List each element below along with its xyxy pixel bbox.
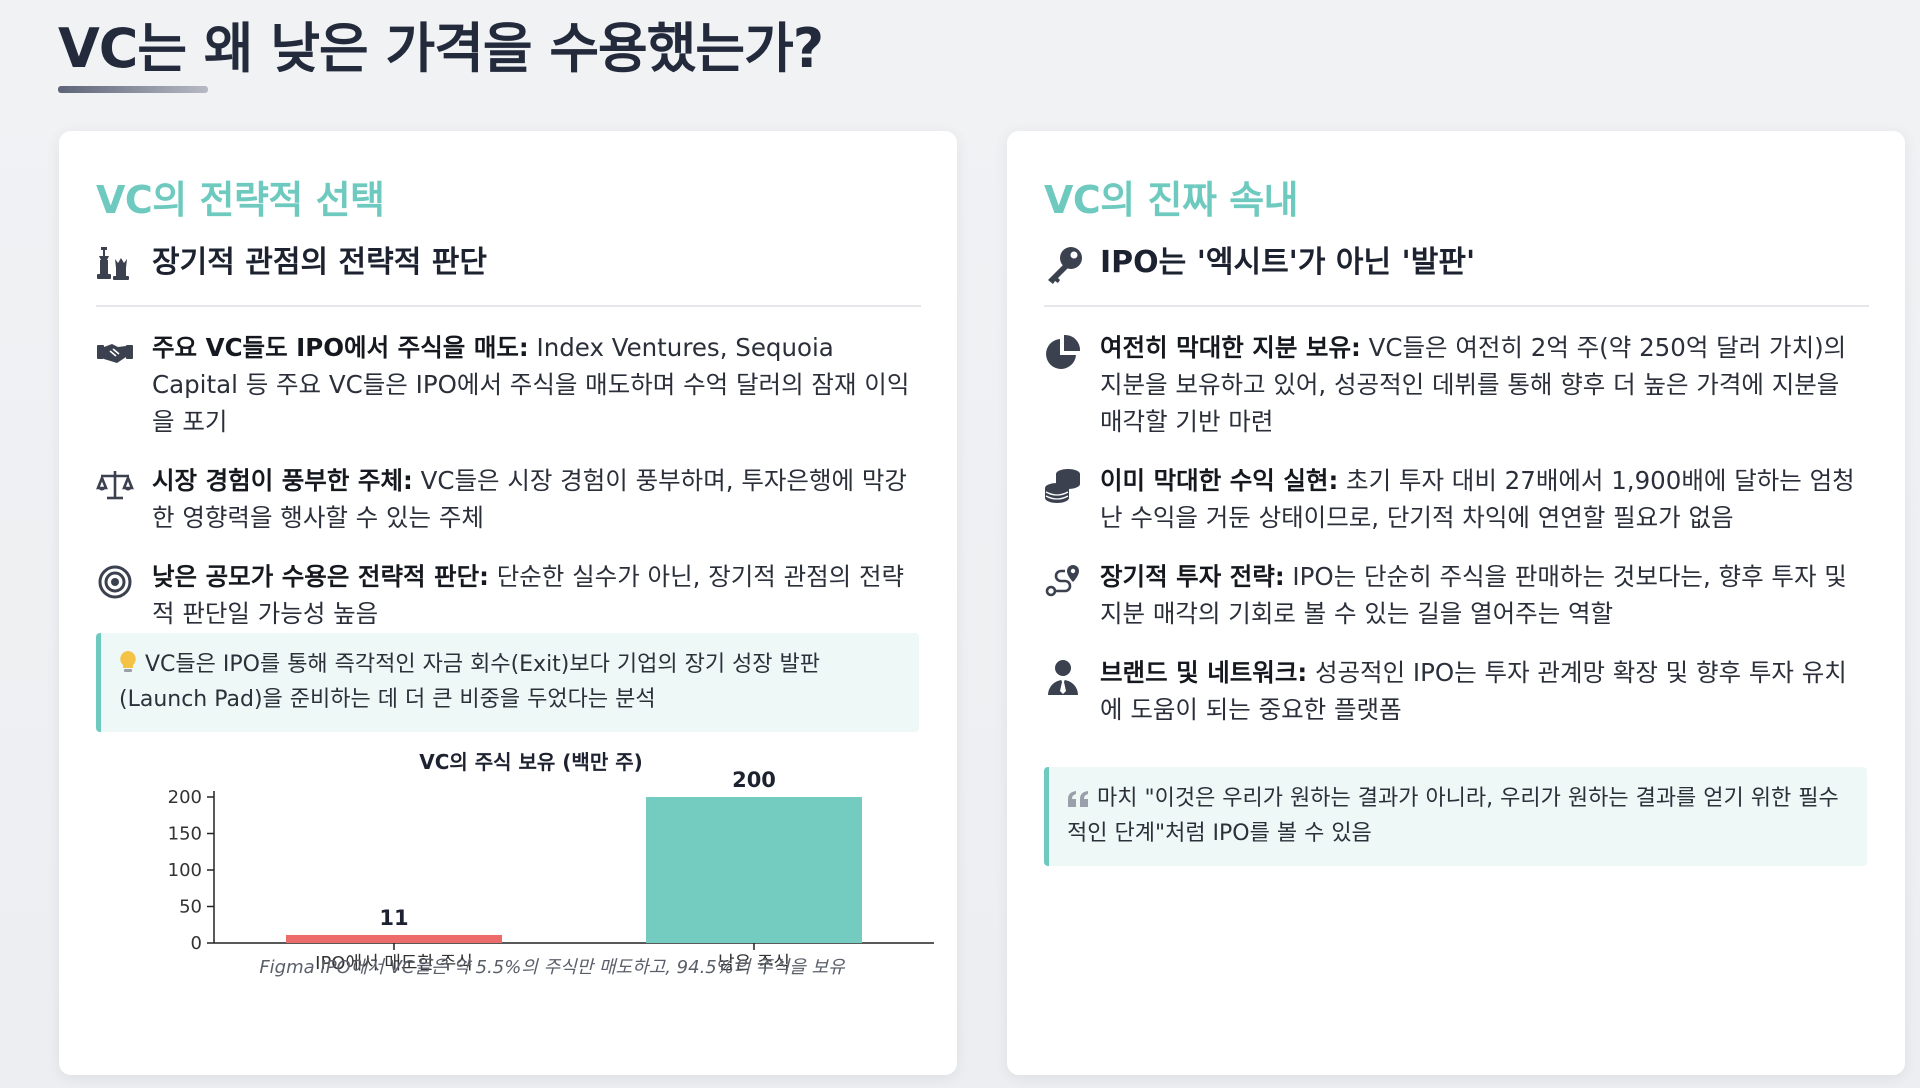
target-icon: [96, 562, 134, 600]
y-tick-label: 200: [168, 787, 202, 808]
item-bold: 브랜드 및 네트워크:: [1100, 658, 1308, 687]
pie-chart-icon: [1044, 333, 1082, 371]
item-text: 단순한 실수가 아닌, 장기적 관점의 전략적 판단일 가능성 높음: [152, 562, 905, 628]
list-item: 시장 경험이 풍부한 주체: VC들은 시장 경험이 풍부하며, 투자은행에 막…: [96, 462, 917, 536]
bar-data-label: 11: [379, 906, 408, 930]
item-text: VC들은 여전히 2억 주(약 250억 달러 가치)의 지분을 보유하고 있어…: [1100, 333, 1847, 436]
bar-data-label: 200: [732, 768, 776, 792]
balance-scale-icon: [96, 466, 134, 504]
item-bold: 주요 VC들도 IPO에서 주식을 매도:: [152, 333, 529, 362]
item-text: Index Ventures, Sequoia Capital 등 주요 VC들…: [152, 333, 910, 436]
card-vc-real-intent: VC의 진짜 속내 IPO는 '엑시트'가 아닌 '발판' 여전히 막대한 지분…: [1007, 131, 1905, 1075]
item-bold: 이미 막대한 수익 실현:: [1100, 466, 1339, 495]
item-text: 성공적인 IPO는 투자 관계망 확장 및 향후 투자 유치에 도움이 되는 중…: [1100, 658, 1847, 724]
item-bold: 장기적 투자 전략:: [1100, 562, 1285, 591]
bar: [646, 797, 862, 943]
section-heading-text: IPO는 '엑시트'가 아닌 '발판': [1100, 245, 1476, 280]
user-tie-icon: [1044, 658, 1082, 696]
title-underline: [58, 86, 208, 93]
chart-svg: VC의 주식 보유 (백만 주) 0 50 100 150 200 11 IPO에서 매도한…: [168, 750, 934, 978]
chart-title: VC의 주식 보유 (백만 주): [419, 750, 643, 774]
item-bold: 낮은 공모가 수용은 전략적 판단:: [152, 562, 489, 591]
coins-icon: [1044, 466, 1082, 504]
list-item: 이미 막대한 수익 실현: 초기 투자 대비 27배에서 1,900배에 달하는…: [1044, 462, 1865, 536]
y-tick-label: 50: [179, 897, 202, 918]
y-tick-label: 100: [168, 860, 202, 881]
route-icon: [1044, 562, 1082, 600]
item-bold: 여전히 막대한 지분 보유:: [1100, 333, 1361, 362]
chess-icon: [96, 245, 136, 285]
item-text: IPO는 단순히 주식을 판매하는 것보다는, 향후 투자 및 지분 매각의 기…: [1100, 562, 1847, 628]
section-heading: IPO는 '엑시트'가 아닌 '발판': [1044, 243, 1869, 307]
page-title: VC는 왜 낮은 가격을 수용했는가?: [58, 17, 824, 80]
item-text: 초기 투자 대비 27배에서 1,900배에 달하는 엄청난 수익을 거둔 상태…: [1100, 466, 1855, 532]
list-item: 브랜드 및 네트워크: 성공적인 IPO는 투자 관계망 확장 및 향후 투자 …: [1044, 654, 1865, 728]
insight-callout: VC들은 IPO를 통해 즉각적인 자금 회수(Exit)보다 기업의 장기 성…: [96, 633, 919, 732]
list-item: 낮은 공모가 수용은 전략적 판단: 단순한 실수가 아닌, 장기적 관점의 전…: [96, 558, 917, 632]
lightbulb-icon: [119, 650, 137, 684]
vc-holdings-chart: VC의 주식 보유 (백만 주) 0 50 100 150 200 11 IPO에서 매도한…: [79, 743, 939, 1063]
list-item: 장기적 투자 전략: IPO는 단순히 주식을 판매하는 것보다는, 향후 투자…: [1044, 558, 1865, 632]
chart-caption: Figma IPO에서 VC들은 약 5.5%의 주식만 매도하고, 94.5%…: [259, 957, 846, 978]
x-tick-label: 남은 주식: [718, 953, 790, 974]
y-tick-label: 150: [168, 824, 202, 845]
key-icon: [1044, 245, 1084, 285]
bar: [286, 934, 502, 943]
x-tick-label: IPO에서 매도한 주식: [315, 953, 473, 974]
item-bold: 시장 경험이 풍부한 주체:: [152, 466, 413, 495]
callout-text: 마치 "이것은 우리가 원하는 결과가 아니라, 우리가 원하는 결과를 얻기 …: [1067, 786, 1839, 846]
quote-icon: [1067, 786, 1089, 818]
card-vc-strategic-choice: VC의 전략적 선택 장기적 관점의 전략적 판단: [59, 131, 957, 1075]
card-title: VC의 진짜 속내: [1044, 178, 1299, 222]
y-tick-label: 0: [191, 933, 202, 954]
section-heading-text: 장기적 관점의 전략적 판단: [152, 245, 487, 280]
card-title: VC의 전략적 선택: [96, 178, 385, 222]
list-item: 여전히 막대한 지분 보유: VC들은 여전히 2억 주(약 250억 달러 가…: [1044, 329, 1865, 440]
callout-text: VC들은 IPO를 통해 즉각적인 자금 회수(Exit)보다 기업의 장기 성…: [119, 652, 821, 712]
item-list: 주요 VC들도 IPO에서 주식을 매도: Index Ventures, Se…: [96, 329, 917, 654]
handshake-icon: [96, 333, 134, 371]
item-list: 여전히 막대한 지분 보유: VC들은 여전히 2억 주(약 250억 달러 가…: [1044, 329, 1865, 750]
item-text: VC들은 시장 경험이 풍부하며, 투자은행에 막강한 영향력을 행사할 수 있…: [152, 466, 907, 532]
quote-callout: 마치 "이것은 우리가 원하는 결과가 아니라, 우리가 원하는 결과를 얻기 …: [1044, 767, 1867, 866]
list-item: 주요 VC들도 IPO에서 주식을 매도: Index Ventures, Se…: [96, 329, 917, 440]
section-heading: 장기적 관점의 전략적 판단: [96, 243, 921, 307]
